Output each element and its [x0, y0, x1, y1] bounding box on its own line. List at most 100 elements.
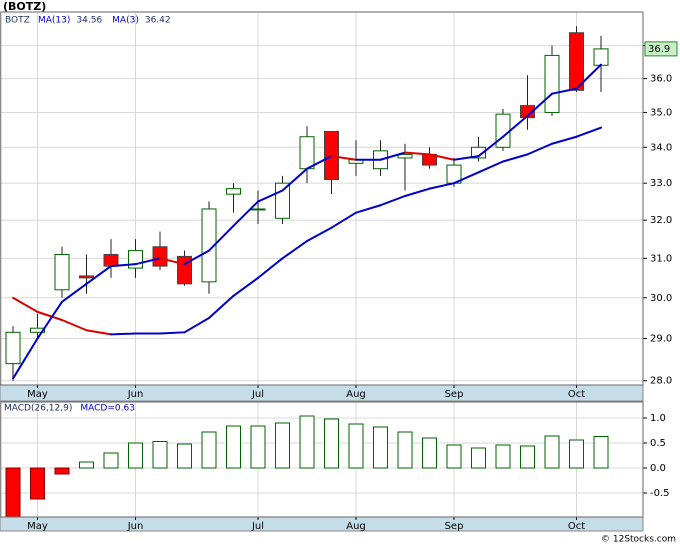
ma-segment	[159, 331, 186, 335]
ma-segment	[453, 155, 480, 161]
x-tick-label: Aug	[346, 389, 366, 400]
macd-bar	[128, 442, 143, 469]
ma-segment	[85, 265, 112, 285]
ma-segment	[477, 160, 504, 174]
macd-bar	[275, 422, 290, 469]
price-tag-label: 36.9	[648, 44, 670, 55]
x-axis-strip	[0, 384, 644, 402]
ma-segment	[330, 155, 357, 161]
ma-segment	[36, 310, 63, 322]
candle-body	[520, 105, 535, 119]
ma-segment	[575, 63, 602, 90]
ma-segment	[232, 200, 259, 227]
legend-name: MA(13)	[38, 16, 70, 26]
y-tick-label: 1.0	[650, 413, 666, 424]
y-tick-label: 35.0	[650, 107, 672, 118]
ma-segment	[159, 257, 186, 266]
ma-segment	[232, 276, 259, 297]
macd-bar	[177, 443, 192, 469]
candle-body	[79, 275, 94, 279]
candle-body	[54, 253, 70, 291]
y-tick-label: 0.0	[650, 463, 666, 474]
macd-bar	[520, 445, 535, 469]
y-tick-label: -0.5	[650, 488, 670, 499]
y-tick-label: 0.5	[650, 438, 666, 449]
ma-segment	[379, 151, 406, 161]
macd-bar	[54, 467, 70, 475]
legend-value: 36.42	[145, 16, 171, 26]
ma-segment	[526, 92, 553, 117]
candle-body	[5, 331, 21, 365]
ma-segment	[36, 300, 63, 340]
macd-bar	[593, 436, 609, 469]
y-tick-label: 31.0	[650, 253, 672, 264]
page-title: (BOTZ)	[3, 0, 46, 13]
macd-bar	[299, 415, 315, 469]
candle-body	[250, 208, 266, 211]
x-tick-label: Aug	[346, 521, 366, 532]
ma-segment	[134, 257, 161, 266]
ma-segment	[61, 319, 88, 332]
candle-body	[569, 32, 584, 91]
ma-segment	[281, 240, 308, 260]
candle-body	[103, 253, 119, 267]
ma-segment	[551, 135, 578, 145]
plot	[0, 12, 643, 385]
legend-name: MA(3)	[112, 16, 139, 26]
x-tick-label: May	[27, 389, 48, 400]
x-tick-label: Jun	[127, 521, 144, 532]
macd-bar	[152, 441, 168, 469]
legend-value: MACD=0.63	[80, 404, 135, 414]
macd-bar	[30, 467, 45, 500]
macd-bar	[5, 467, 21, 517]
ma-segment	[575, 126, 602, 138]
candle-body	[495, 113, 511, 148]
ma-segment	[208, 294, 235, 319]
x-tick-label: Jul	[251, 521, 264, 532]
macd-bar	[103, 452, 119, 469]
y-tick-label: 28.0	[650, 376, 672, 387]
legend-name: MACD(26,12,9)	[4, 404, 72, 414]
candle-body	[471, 146, 486, 159]
ma-segment	[551, 87, 578, 95]
macd-bar	[79, 461, 94, 469]
x-tick-label: May	[27, 521, 48, 532]
panel-border	[0, 401, 644, 518]
y-tick-label: 36.0	[650, 74, 672, 85]
ma-segment	[110, 263, 137, 268]
macd-bar	[397, 431, 413, 469]
macd-bar	[373, 426, 388, 469]
ma-segment	[330, 211, 357, 229]
x-axis-strip	[0, 516, 644, 532]
macd-bar	[569, 439, 584, 469]
macd-bar	[250, 425, 266, 469]
legend-value: 34.56	[76, 16, 102, 26]
macd-bar	[422, 437, 437, 469]
y-tick-label: 30.0	[650, 293, 672, 304]
ma-segment	[257, 257, 284, 279]
ma-segment	[379, 194, 406, 207]
ma-segment	[306, 155, 333, 170]
ma-segment	[477, 135, 504, 158]
footer: © 12Stocks.com	[601, 535, 676, 545]
ma-segment	[453, 171, 480, 185]
ma-segment	[281, 167, 308, 192]
x-tick-label: Jun	[127, 389, 144, 400]
candle-body	[544, 54, 560, 113]
candle-body	[397, 153, 413, 159]
candle-body	[152, 246, 168, 267]
macd-bar	[201, 431, 217, 469]
ma-segment	[208, 224, 235, 252]
ma-segment	[502, 114, 529, 138]
x-tick-label: Oct	[568, 521, 585, 532]
candle-body	[201, 208, 217, 283]
macd-bar	[226, 425, 241, 469]
y-tick-label: 34.0	[650, 142, 672, 153]
candle-body	[299, 136, 315, 170]
ma-segment	[12, 337, 39, 380]
y-tick-label: 33.0	[650, 178, 672, 189]
candle-body	[275, 182, 290, 219]
ma-segment	[85, 329, 112, 336]
ma-segment	[61, 282, 88, 303]
